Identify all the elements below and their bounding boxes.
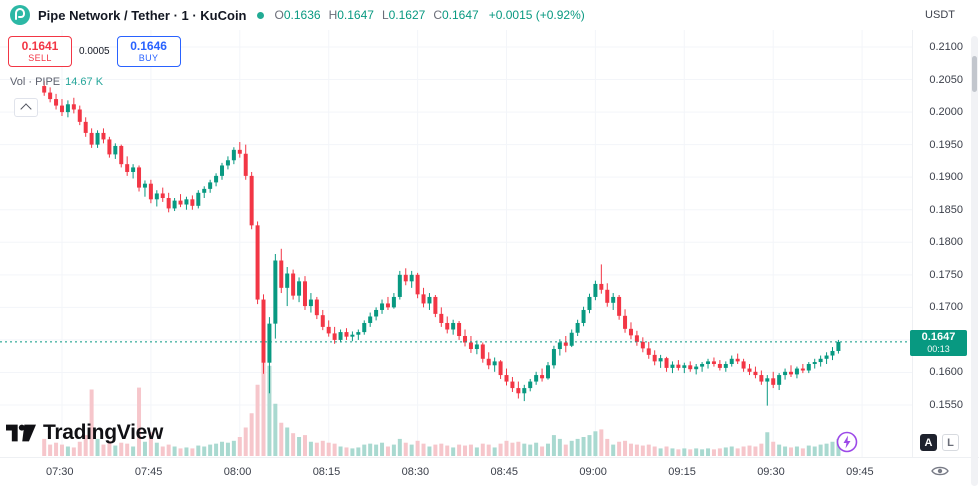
time-axis-label: 08:45	[490, 466, 519, 478]
quick-trade-widget: 0.1641 SELL 0.0005 0.1646 BUY	[8, 36, 181, 67]
price-axis-label: 0.2050	[929, 73, 963, 86]
open-value: 0.1636	[283, 8, 321, 22]
price-axis-label: 0.1550	[929, 398, 963, 411]
last-price-value: 0.1647	[921, 331, 956, 343]
high-label: H	[328, 8, 338, 22]
price-axis-label: 0.2000	[929, 106, 963, 119]
high-value: 0.1647	[337, 8, 374, 22]
time-axis-label: 09:00	[579, 466, 607, 478]
open-label: O	[274, 8, 284, 22]
volume-value: 14.67 K	[65, 76, 104, 88]
time-axis-label: 07:45	[134, 466, 163, 478]
symbol-title[interactable]: Pipe Network / Tether · 1 · KuCoin	[38, 7, 247, 23]
buy-button[interactable]: 0.1646 BUY	[116, 36, 181, 67]
auto-scale-button[interactable]: A	[920, 434, 937, 451]
low-label: L	[381, 8, 389, 22]
vertical-scrollbar[interactable]	[971, 36, 978, 486]
log-scale-button[interactable]: L	[942, 434, 959, 451]
price-axis-label: 0.1950	[929, 138, 963, 151]
sell-label: SELL	[28, 53, 52, 63]
market-status-dot-icon[interactable]	[256, 11, 264, 19]
watermark-text: TradingView	[43, 421, 164, 444]
last-price-badge[interactable]: 0.1647 00:13	[910, 330, 967, 356]
low-value: 0.1627	[388, 8, 426, 22]
candles-layer	[42, 80, 841, 406]
price-axis[interactable]: 0.2100 0.2050 0.2000 0.1950 0.1900 0.1850 0.18…	[912, 0, 979, 458]
time-axis-label: 09:45	[846, 466, 874, 478]
chart-header: Pipe Network / Tether · 1 · KuCoin O0.16…	[0, 0, 979, 30]
time-axis-label: 09:15	[668, 466, 696, 478]
volume-label: Vol · PIPE	[10, 76, 61, 88]
price-axis-label: 0.2100	[929, 41, 963, 53]
chevron-up-icon	[20, 103, 32, 115]
eye-icon	[931, 466, 949, 476]
sell-button[interactable]: 0.1641 SELL	[8, 36, 72, 67]
time-axis-label: 08:15	[312, 466, 341, 478]
collapse-panel-button[interactable]	[14, 98, 38, 117]
price-axis-label: 0.1800	[929, 236, 963, 249]
close-value: 0.1647	[442, 8, 479, 22]
grid-layer	[0, 30, 913, 458]
close-label: C	[433, 8, 442, 22]
sell-price: 0.1641	[21, 39, 59, 53]
time-axis-label: 07:30	[46, 466, 74, 478]
price-axis-label: 0.1600	[929, 366, 963, 379]
time-axis-label: 08:00	[223, 466, 252, 478]
quote-currency-label: USDT	[925, 9, 955, 21]
price-axis-label: 0.1900	[929, 171, 963, 184]
scrollbar-thumb-icon[interactable]	[972, 56, 977, 92]
bar-countdown: 00:13	[927, 344, 950, 354]
volume-legend: Vol · PIPE 14.67 K	[10, 76, 103, 88]
quick-trade-toggle-button[interactable]	[836, 431, 858, 453]
time-axis[interactable]: 07:30 07:45 08:00 08:15 08:30 08:45 09:00 09:15…	[0, 457, 979, 489]
tradingview-watermark: TradingView	[6, 421, 163, 445]
buy-price: 0.1646	[130, 39, 167, 53]
toggle-visibility-button[interactable]	[931, 465, 949, 477]
change-value: +0.0015 (+0.92%)	[488, 8, 585, 22]
pipe-network-logo-icon	[10, 5, 30, 25]
spread-value: 0.0005	[79, 46, 110, 57]
time-axis-label: 08:30	[401, 466, 430, 478]
buy-label: BUY	[138, 53, 159, 63]
price-axis-label: 0.1700	[929, 301, 963, 314]
time-axis-label: 09:30	[757, 466, 785, 478]
ohlc-values: O0.1636 H0.1647 L0.1627 C0.1647 +0.0015 …	[275, 8, 585, 22]
lightning-bolt-icon	[836, 431, 858, 453]
tradingview-logo-icon	[6, 424, 36, 442]
volume-layer	[42, 361, 841, 456]
price-axis-label: 0.1850	[929, 203, 963, 216]
price-axis-label: 0.1750	[929, 268, 963, 281]
